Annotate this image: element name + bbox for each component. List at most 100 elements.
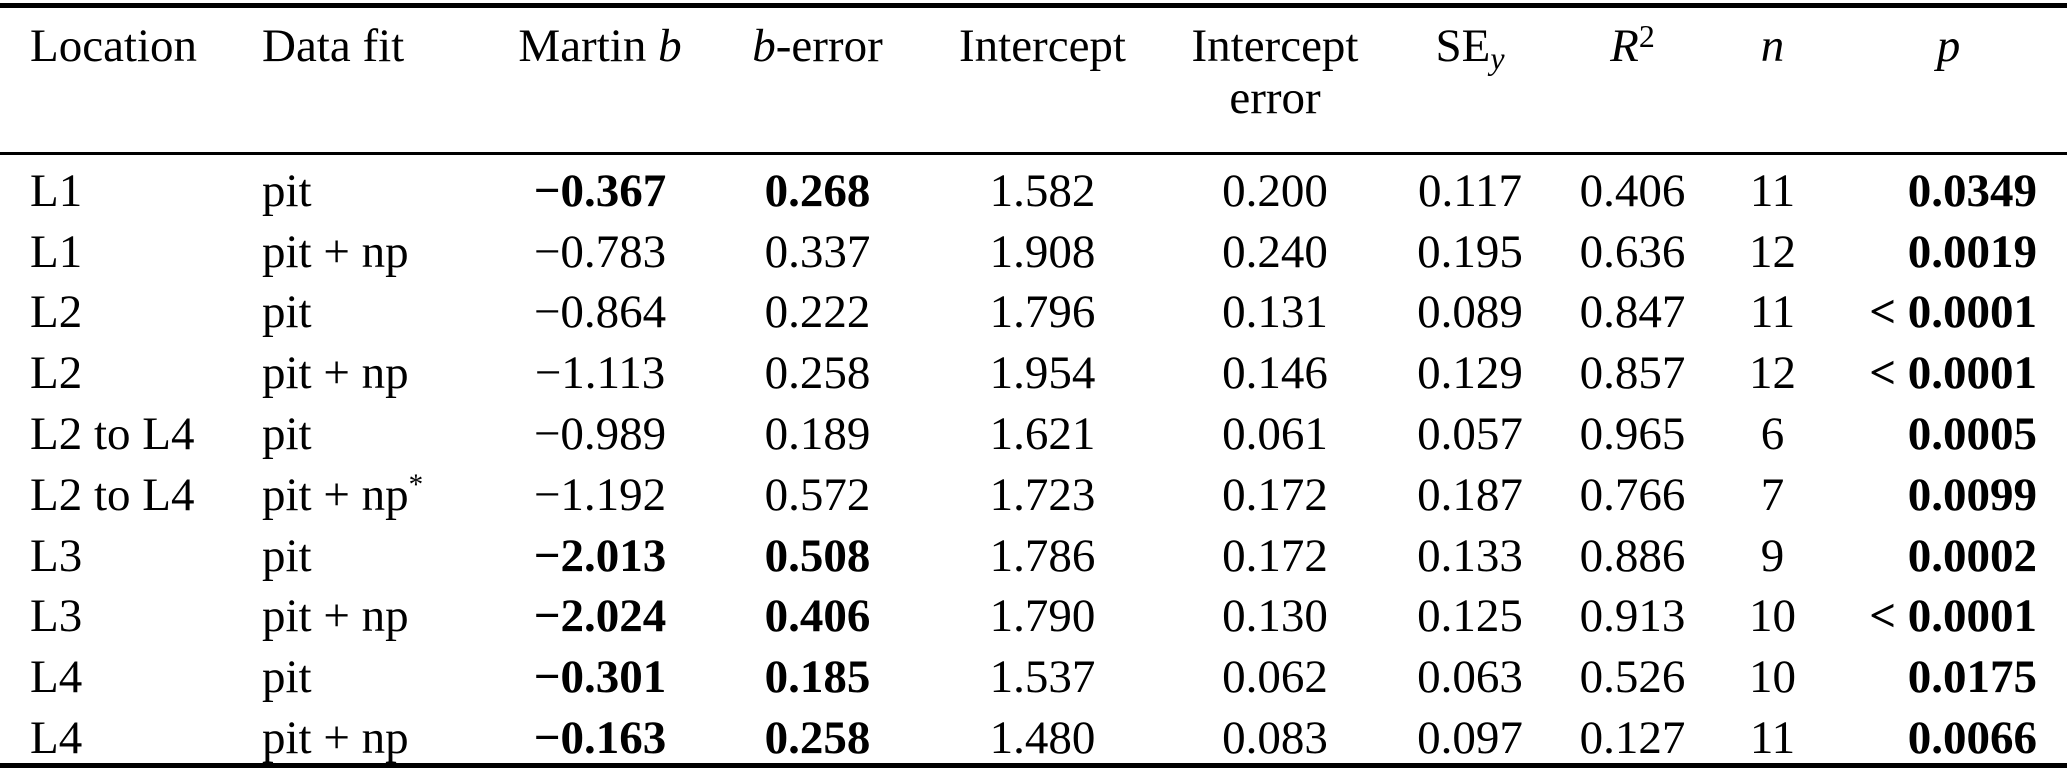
- cell-p: 0.0349: [1907, 164, 2037, 217]
- col-header-intercept: Intercept: [958, 20, 1126, 72]
- col-header-intercept-error: Intercept error: [1160, 6, 1390, 154]
- cell-se-y: 0.187: [1417, 468, 1523, 521]
- cell-r-squared: 0.886: [1579, 529, 1686, 582]
- cell-se-y: 0.063: [1417, 651, 1523, 704]
- cell-intercept-error: 0.172: [1222, 468, 1328, 521]
- cell-location: L4: [30, 712, 83, 765]
- cell-p: 0.0005: [1907, 408, 2037, 461]
- cell-intercept: 1.621: [989, 408, 1096, 461]
- cell-p: 0.0002: [1907, 529, 2037, 582]
- cell-location: L3: [30, 590, 83, 643]
- cell-r-squared: 0.766: [1579, 468, 1686, 521]
- cell-se-y: 0.133: [1417, 529, 1523, 582]
- cell-intercept-error: 0.172: [1222, 529, 1328, 582]
- cell-se-y: 0.129: [1417, 347, 1523, 400]
- cell-p: 0.0019: [1907, 225, 2037, 278]
- cell-intercept: 1.790: [989, 590, 1096, 643]
- table-row: L2 pit + np −1.113 0.258 1.954 0.146 0.1…: [0, 337, 2067, 398]
- cell-intercept-error: 0.131: [1222, 286, 1328, 339]
- cell-intercept: 1.908: [989, 225, 1096, 278]
- cell-n: 10: [1749, 651, 1796, 704]
- cell-data-fit: pit + np: [262, 347, 409, 400]
- cell-b-error: 0.222: [764, 286, 871, 339]
- cell-p: < 0.0001: [1869, 286, 2037, 339]
- regression-statistics-table: Location Data fit Martin b b-error Inter…: [0, 3, 2067, 768]
- cell-data-fit: pit + np: [262, 712, 409, 765]
- intercept-error-line1: Intercept: [1191, 20, 1359, 72]
- cell-intercept: 1.582: [989, 164, 1096, 217]
- cell-intercept-error: 0.240: [1222, 225, 1328, 278]
- cell-b-error: 0.258: [764, 347, 871, 400]
- cell-intercept-error: 0.146: [1222, 347, 1328, 400]
- cell-se-y: 0.125: [1417, 590, 1523, 643]
- cell-se-y: 0.097: [1417, 712, 1523, 765]
- cell-p: 0.0066: [1907, 712, 2037, 765]
- cell-r-squared: 0.127: [1579, 712, 1686, 765]
- table-header: Location Data fit Martin b b-error Inter…: [0, 6, 2067, 154]
- cell-martin-b: −0.864: [533, 286, 667, 339]
- table-row: L4 pit −0.301 0.185 1.537 0.062 0.063 0.…: [0, 641, 2067, 702]
- cell-location: L2: [30, 347, 83, 400]
- cell-r-squared: 0.847: [1579, 286, 1686, 339]
- cell-se-y: 0.089: [1417, 286, 1523, 339]
- cell-se-y: 0.195: [1417, 225, 1523, 278]
- cell-intercept-error: 0.062: [1222, 651, 1328, 704]
- cell-b-error: 0.406: [764, 590, 871, 643]
- table-row: L3 pit + np −2.024 0.406 1.790 0.130 0.1…: [0, 581, 2067, 642]
- cell-location: L1: [30, 225, 83, 278]
- cell-martin-b: −0.989: [533, 408, 667, 461]
- col-header-location: Location: [30, 20, 198, 72]
- cell-n: 6: [1760, 408, 1785, 461]
- cell-b-error: 0.337: [764, 225, 871, 278]
- cell-n: 9: [1760, 529, 1785, 582]
- cell-intercept-error: 0.200: [1222, 164, 1328, 217]
- cell-intercept: 1.786: [989, 529, 1096, 582]
- col-header-martin-b: Martin b: [518, 20, 682, 72]
- cell-intercept: 1.537: [989, 651, 1096, 704]
- cell-location: L4: [30, 651, 83, 704]
- cell-martin-b: −0.301: [533, 651, 667, 704]
- cell-se-y: 0.057: [1417, 408, 1523, 461]
- cell-p: 0.0175: [1907, 651, 2037, 704]
- cell-intercept: 1.480: [989, 712, 1096, 765]
- cell-data-fit: pit + np: [262, 590, 409, 643]
- cell-location: L1: [30, 164, 83, 217]
- cell-location: L3: [30, 529, 83, 582]
- cell-intercept: 1.796: [989, 286, 1096, 339]
- cell-r-squared: 0.857: [1579, 347, 1686, 400]
- cell-location: L2 to L4: [30, 408, 195, 461]
- cell-r-squared: 0.526: [1579, 651, 1686, 704]
- cell-data-fit: pit: [262, 529, 312, 582]
- cell-p: < 0.0001: [1869, 347, 2037, 400]
- cell-data-fit: pit: [262, 164, 312, 217]
- table-row: L2 pit −0.864 0.222 1.796 0.131 0.089 0.…: [0, 277, 2067, 338]
- cell-p: < 0.0001: [1869, 590, 2037, 643]
- cell-martin-b: −2.013: [533, 529, 667, 582]
- col-header-se-y: SEy: [1435, 20, 1505, 76]
- cell-location: L2 to L4: [30, 468, 195, 521]
- col-header-r-squared: R2: [1610, 18, 1655, 72]
- cell-martin-b: −0.163: [533, 712, 667, 765]
- cell-r-squared: 0.913: [1579, 590, 1686, 643]
- cell-data-fit: pit: [262, 286, 312, 339]
- cell-data-fit: pit: [262, 408, 312, 461]
- cell-data-fit: pit + np: [262, 225, 409, 278]
- cell-b-error: 0.258: [764, 712, 871, 765]
- cell-martin-b: −0.783: [533, 225, 667, 278]
- cell-b-error: 0.189: [764, 408, 871, 461]
- col-header-b-error: b-error: [752, 20, 883, 72]
- cell-location: L2: [30, 286, 83, 339]
- col-header-p: p: [1936, 20, 1961, 72]
- cell-b-error: 0.508: [764, 529, 871, 582]
- cell-n: 7: [1760, 468, 1785, 521]
- table-row: L1 pit + np −0.783 0.337 1.908 0.240 0.1…: [0, 216, 2067, 277]
- cell-intercept-error: 0.130: [1222, 590, 1328, 643]
- table-row: L2 to L4 pit −0.989 0.189 1.621 0.061 0.…: [0, 398, 2067, 459]
- cell-data-fit: pit + np*: [262, 468, 424, 521]
- cell-n: 12: [1749, 225, 1796, 278]
- table-body: L1 pit −0.367 0.268 1.582 0.200 0.117 0.…: [0, 154, 2067, 766]
- cell-intercept-error: 0.083: [1222, 712, 1328, 765]
- table-row: L3 pit −2.013 0.508 1.786 0.172 0.133 0.…: [0, 520, 2067, 581]
- cell-data-fit: pit: [262, 651, 312, 704]
- cell-n: 11: [1749, 286, 1796, 339]
